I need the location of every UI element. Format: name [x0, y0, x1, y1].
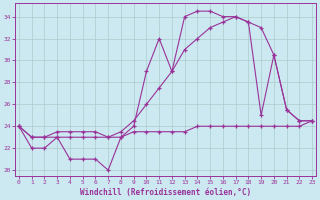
X-axis label: Windchill (Refroidissement éolien,°C): Windchill (Refroidissement éolien,°C) — [80, 188, 251, 197]
